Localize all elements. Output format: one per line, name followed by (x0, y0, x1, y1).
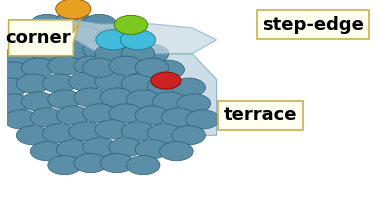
Circle shape (42, 124, 76, 143)
Circle shape (56, 10, 90, 29)
Circle shape (69, 122, 102, 141)
Circle shape (22, 92, 55, 111)
Circle shape (100, 154, 134, 173)
Circle shape (147, 76, 181, 95)
Circle shape (160, 142, 193, 161)
Circle shape (48, 90, 81, 109)
Polygon shape (152, 54, 217, 135)
Circle shape (127, 58, 160, 77)
Circle shape (16, 30, 50, 49)
Circle shape (96, 30, 131, 50)
Circle shape (74, 56, 108, 75)
Circle shape (74, 88, 108, 107)
Circle shape (127, 90, 160, 109)
Circle shape (135, 140, 169, 159)
Circle shape (69, 72, 102, 91)
Circle shape (121, 44, 155, 63)
Circle shape (95, 120, 128, 139)
Circle shape (153, 92, 186, 111)
Circle shape (127, 156, 160, 175)
Circle shape (4, 46, 38, 65)
Circle shape (42, 26, 76, 45)
Circle shape (83, 40, 116, 59)
Circle shape (100, 88, 134, 107)
Circle shape (30, 108, 64, 127)
Text: step-edge: step-edge (262, 16, 364, 34)
Circle shape (16, 126, 50, 145)
Circle shape (0, 62, 31, 81)
Circle shape (172, 78, 205, 97)
Circle shape (121, 30, 155, 49)
Circle shape (56, 0, 91, 19)
Circle shape (42, 74, 76, 93)
Circle shape (56, 140, 90, 159)
Circle shape (177, 94, 211, 113)
Circle shape (135, 44, 169, 63)
Circle shape (16, 74, 50, 93)
Circle shape (121, 30, 156, 50)
Circle shape (30, 142, 64, 161)
Circle shape (30, 14, 64, 33)
Circle shape (121, 122, 155, 141)
Circle shape (83, 14, 116, 33)
Polygon shape (9, 19, 80, 56)
Circle shape (172, 126, 205, 145)
Circle shape (135, 58, 169, 77)
Circle shape (74, 154, 108, 173)
Circle shape (83, 138, 116, 157)
Polygon shape (47, 20, 217, 54)
Circle shape (147, 124, 181, 143)
Circle shape (109, 42, 143, 61)
Circle shape (48, 56, 81, 75)
Circle shape (151, 60, 185, 79)
Circle shape (109, 104, 143, 123)
Circle shape (22, 58, 55, 77)
Circle shape (56, 106, 90, 125)
Circle shape (114, 15, 148, 34)
Circle shape (95, 44, 128, 63)
Circle shape (121, 74, 155, 93)
Circle shape (69, 26, 102, 45)
Circle shape (83, 104, 116, 123)
Circle shape (186, 110, 219, 129)
Circle shape (161, 108, 195, 127)
Circle shape (135, 106, 169, 125)
Circle shape (4, 110, 38, 129)
Circle shape (56, 40, 90, 59)
Circle shape (109, 56, 143, 75)
Circle shape (100, 56, 134, 75)
Circle shape (83, 58, 116, 77)
Circle shape (30, 42, 64, 61)
Text: terrace: terrace (224, 106, 297, 124)
Text: corner: corner (5, 29, 70, 47)
Circle shape (151, 72, 181, 89)
Circle shape (95, 72, 128, 91)
Circle shape (48, 156, 81, 175)
Circle shape (95, 28, 128, 47)
Circle shape (0, 78, 27, 97)
Circle shape (109, 138, 143, 157)
Circle shape (0, 94, 31, 113)
